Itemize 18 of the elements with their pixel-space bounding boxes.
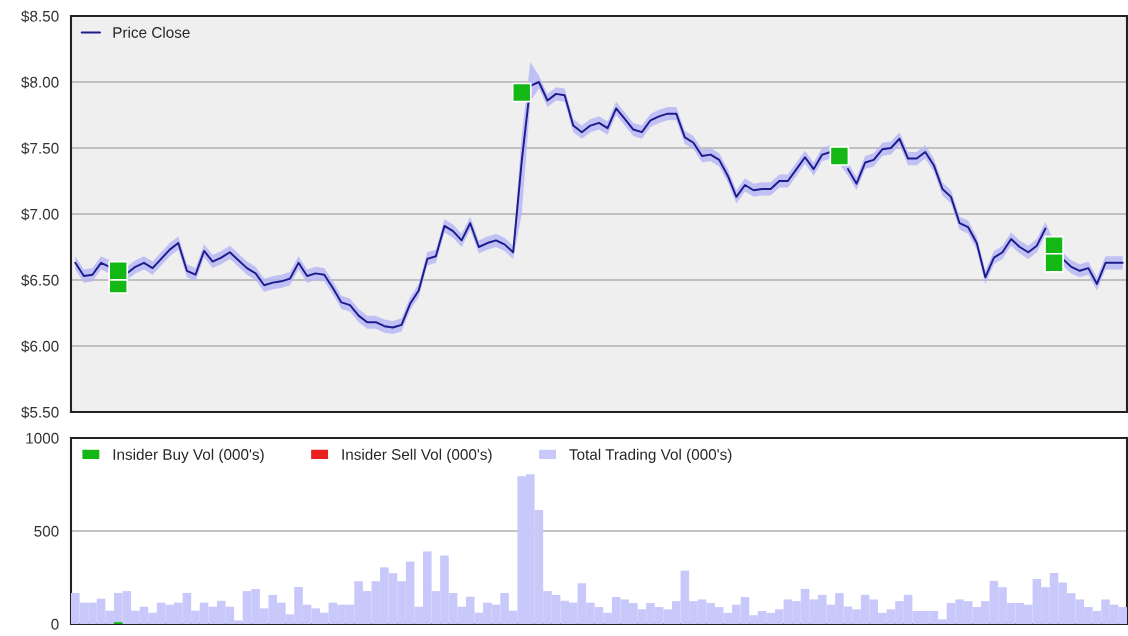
legend-label: Price Close (113, 26, 190, 38)
point (511, 82, 532, 103)
y-tick-label: $7.00 (21, 208, 59, 221)
legend-label: Total Trading Vol (000's) (569, 448, 732, 463)
y-tick-label: $6.50 (21, 274, 59, 287)
point (829, 146, 850, 166)
y-tick-label: 500 (34, 525, 59, 537)
legend-label: Insider Buy Vol (000's) (113, 448, 264, 463)
y-tick-label: $7.50 (21, 142, 59, 155)
y-tick-label: $6.00 (21, 340, 59, 353)
point (108, 260, 129, 281)
y-tick-label: $8.50 (21, 10, 59, 23)
legend-label: Insider Sell Vol (000's) (342, 448, 492, 463)
y-tick-label: $5.50 (21, 406, 59, 419)
y-tick-label: $8.00 (21, 76, 59, 89)
point (1044, 252, 1064, 273)
y-tick-label: 1000 (26, 432, 59, 444)
y-tick-label: 0 (51, 618, 59, 630)
